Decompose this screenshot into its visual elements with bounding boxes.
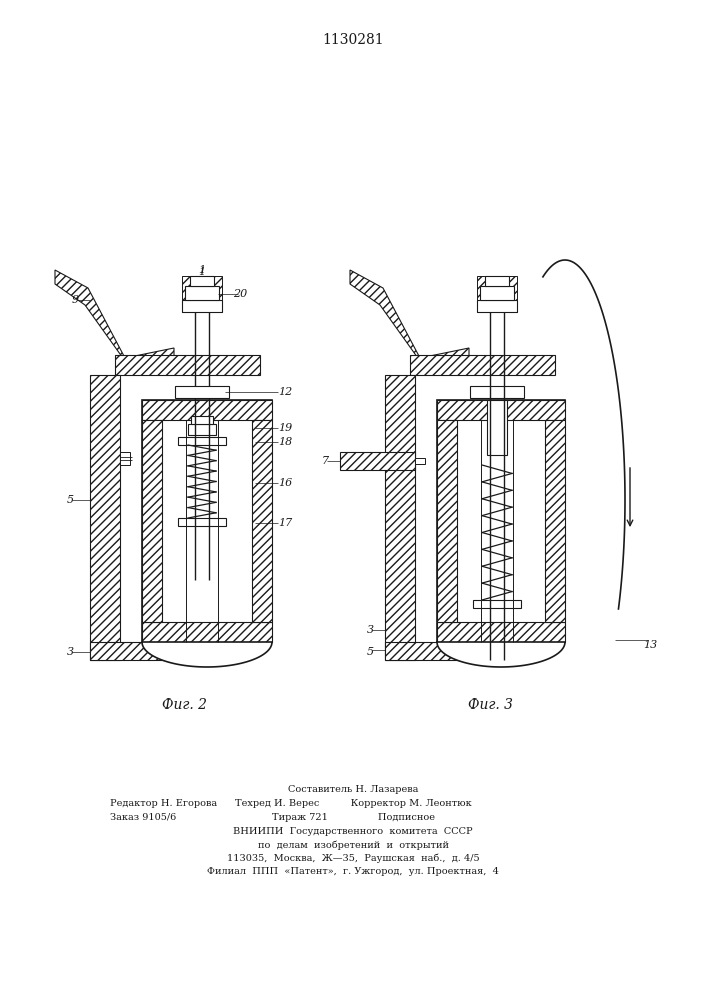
Polygon shape [477, 276, 485, 312]
Text: 1: 1 [199, 267, 206, 277]
Text: Составитель Н. Лазарева: Составитель Н. Лазарева [288, 786, 418, 794]
Polygon shape [485, 276, 509, 286]
Text: 1130281: 1130281 [322, 33, 384, 47]
Polygon shape [470, 386, 524, 398]
Text: 19: 19 [278, 423, 292, 433]
Polygon shape [115, 355, 260, 375]
Text: 17: 17 [278, 518, 292, 528]
Text: 16: 16 [278, 478, 292, 488]
Text: Фиг. 3: Фиг. 3 [467, 698, 513, 712]
Text: 18: 18 [278, 437, 292, 447]
Polygon shape [350, 270, 469, 375]
Text: Фиг. 2: Фиг. 2 [163, 698, 207, 712]
Polygon shape [142, 400, 272, 642]
Polygon shape [437, 420, 457, 622]
Polygon shape [214, 276, 222, 312]
Polygon shape [55, 270, 174, 375]
Text: Техред И. Верес          Корректор М. Леонтюк: Техред И. Верес Корректор М. Леонтюк [235, 800, 472, 808]
Polygon shape [252, 420, 272, 622]
Polygon shape [90, 642, 215, 660]
Text: 9: 9 [71, 295, 78, 305]
Text: 1: 1 [199, 265, 206, 275]
Polygon shape [473, 600, 521, 608]
Text: 5: 5 [366, 647, 373, 657]
Text: 3: 3 [366, 625, 373, 635]
Text: Заказ 9105/6: Заказ 9105/6 [110, 812, 176, 822]
Polygon shape [410, 355, 555, 375]
Text: 113035,  Москва,  Ж—35,  Раушская  наб.,  д. 4/5: 113035, Москва, Ж—35, Раушская наб., д. … [227, 853, 479, 863]
Polygon shape [437, 622, 565, 642]
Polygon shape [120, 452, 130, 465]
Polygon shape [480, 286, 514, 300]
Polygon shape [437, 400, 565, 642]
Text: 3: 3 [66, 647, 74, 657]
Polygon shape [190, 276, 214, 286]
Polygon shape [142, 400, 272, 420]
Polygon shape [385, 375, 415, 660]
Polygon shape [178, 518, 226, 526]
Polygon shape [175, 386, 229, 398]
Polygon shape [487, 400, 507, 455]
Polygon shape [188, 424, 216, 435]
Polygon shape [437, 642, 565, 667]
Polygon shape [182, 276, 190, 312]
Text: 20: 20 [233, 289, 247, 299]
Polygon shape [142, 622, 272, 642]
Polygon shape [185, 286, 219, 300]
Polygon shape [509, 276, 517, 312]
Text: Филиал  ППП  «Патент»,  г. Ужгород,  ул. Проектная,  4: Филиал ППП «Патент», г. Ужгород, ул. Про… [207, 866, 499, 876]
Polygon shape [142, 642, 272, 667]
Polygon shape [178, 437, 226, 445]
Polygon shape [142, 420, 162, 622]
Polygon shape [437, 400, 565, 420]
Text: ВНИИПИ  Государственного  комитета  СССР: ВНИИПИ Государственного комитета СССР [233, 828, 473, 836]
Polygon shape [385, 642, 510, 660]
Text: 7: 7 [322, 456, 329, 466]
Polygon shape [90, 375, 120, 660]
Polygon shape [191, 416, 213, 424]
Text: 13: 13 [643, 640, 657, 650]
Polygon shape [340, 452, 415, 470]
Text: 12: 12 [278, 387, 292, 397]
Text: Тираж 721                Подписное: Тираж 721 Подписное [271, 812, 435, 822]
Text: Редактор Н. Егорова: Редактор Н. Егорова [110, 800, 217, 808]
Text: 5: 5 [66, 495, 74, 505]
Text: по  делам  изобретений  и  открытий: по делам изобретений и открытий [257, 840, 448, 850]
Polygon shape [415, 458, 425, 464]
Polygon shape [545, 420, 565, 622]
Polygon shape [182, 300, 222, 312]
Polygon shape [477, 300, 517, 312]
